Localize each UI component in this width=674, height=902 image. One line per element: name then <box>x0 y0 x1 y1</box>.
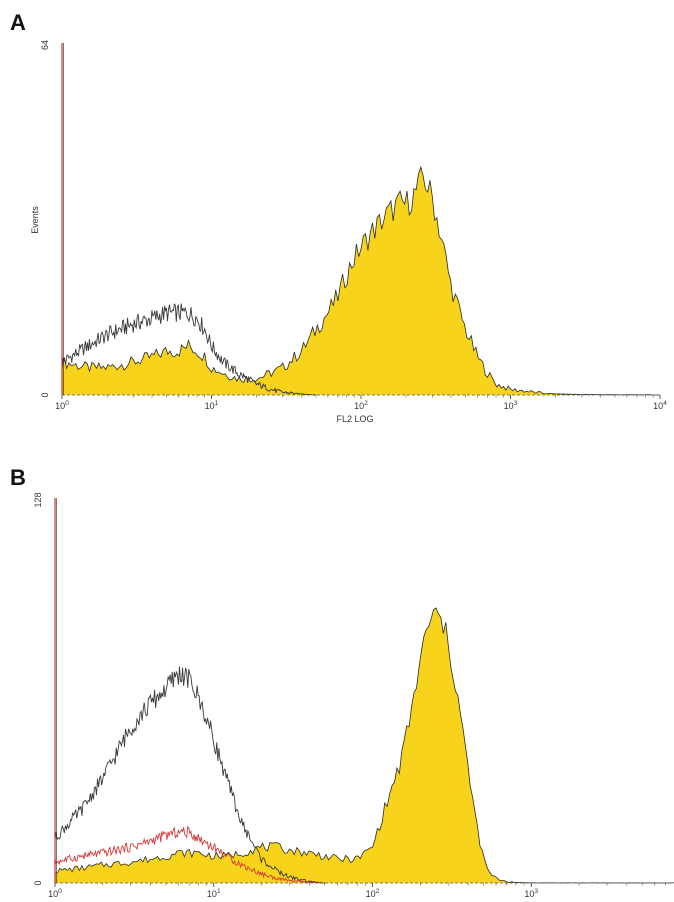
panel-b-y-tick-label: 0 <box>33 880 43 885</box>
panel-a-x-tick-label: 100 <box>55 400 69 411</box>
panel-b-outline-histogram-2 <box>54 825 325 884</box>
panel-a-series <box>61 165 661 396</box>
panel-b-label: B <box>10 465 26 490</box>
panel-a-filled-histogram-0 <box>62 167 660 395</box>
panel-b-x-tick-label: 102 <box>366 888 380 899</box>
panel-a: A Events FL2 LOG 100 101 102 103 104 0 64 <box>10 10 667 424</box>
panel-a-y-axis-title: Events <box>30 206 40 234</box>
panel-b: B 100 101 102 103 0 128 <box>10 465 674 899</box>
panel-a-y-tick-label: 0 <box>40 392 50 397</box>
panel-b-y-tick-label: 128 <box>33 492 43 507</box>
panel-a-x-tick-label: 104 <box>653 400 667 411</box>
panel-b-series <box>54 607 674 884</box>
panel-b-axes: 100 101 102 103 0 128 <box>33 492 670 899</box>
panel-a-x-tick-label: 102 <box>354 400 368 411</box>
panel-b-filled-histogram-edge-0 <box>54 607 674 884</box>
panel-a-x-tick-label: 101 <box>205 400 219 411</box>
panel-a-axes: 100 101 102 103 104 0 64 <box>40 40 667 411</box>
panel-a-outline-histogram-1 <box>61 303 317 396</box>
panel-a-filled-histogram-edge-0 <box>61 165 661 396</box>
panel-a-y-tick-label: 64 <box>40 40 50 50</box>
panel-b-outline-histogram-1 <box>54 666 325 884</box>
panel-b-x-tick-label: 100 <box>48 888 62 899</box>
panel-a-label: A <box>10 10 26 35</box>
panel-a-x-axis-title: FL2 LOG <box>336 414 373 424</box>
panel-b-x-tick-label: 101 <box>207 888 221 899</box>
panel-b-x-tick-label: 103 <box>524 888 538 899</box>
panel-a-x-tick-label: 103 <box>504 400 518 411</box>
